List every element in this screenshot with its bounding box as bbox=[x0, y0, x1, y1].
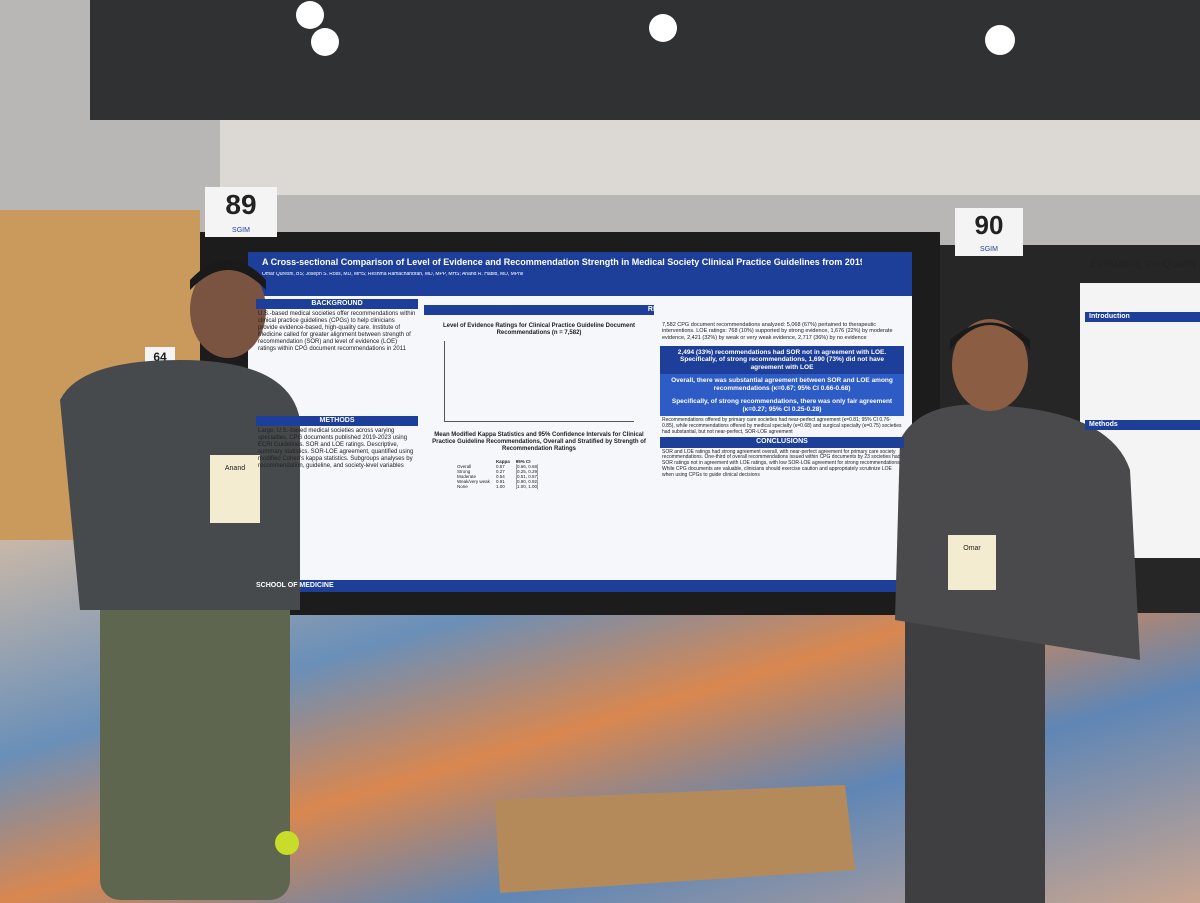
table-cell: Overall bbox=[457, 463, 472, 469]
light bbox=[649, 14, 677, 42]
table-row: Overall 0.67 [0.66, 0.68] bbox=[454, 464, 541, 469]
table-cell: Weak/very weak bbox=[457, 479, 490, 485]
table-cell: [0.51, 0.57] bbox=[515, 474, 539, 480]
table-cell: Strong bbox=[457, 468, 471, 474]
person-legs bbox=[905, 590, 1045, 903]
person-head bbox=[952, 319, 1028, 411]
chart-title: Mean Modified Kappa Statistics and 95% C… bbox=[432, 431, 646, 452]
person-torso bbox=[60, 360, 300, 610]
hair bbox=[950, 322, 1030, 350]
table-cell: 0.91 bbox=[495, 479, 505, 485]
tennis-ball bbox=[275, 831, 299, 855]
kappa-table: Kappa 95% CI Overall 0.67 [0.66, 0.68] Stron… bbox=[454, 459, 541, 490]
poster-authors: Omar Qureshi, BS; Joseph S. Ross, MD, MH… bbox=[262, 272, 524, 277]
right-poster-section: Methods bbox=[1085, 420, 1200, 431]
table-header: 95% CI bbox=[515, 458, 531, 464]
section-text: U.S.-based medical societies offer recom… bbox=[258, 311, 416, 352]
highlight: 2,494 (33%) recommendations had SOR not … bbox=[660, 345, 904, 375]
light bbox=[985, 25, 1015, 55]
hair bbox=[190, 260, 266, 290]
table-cell: Moderate bbox=[457, 474, 477, 480]
section-text: SOR and LOE ratings had strong agreement… bbox=[662, 448, 901, 478]
table-cell: None bbox=[457, 484, 468, 490]
highlight: Overall, there was substantial agreement… bbox=[660, 374, 904, 396]
badge bbox=[948, 535, 996, 590]
results-text: 7,582 CPG document recommendations analy… bbox=[660, 320, 904, 576]
person-torso bbox=[895, 404, 1140, 660]
table-row: None 1.00 [1.00, 1.00] bbox=[454, 484, 541, 489]
sign bbox=[955, 208, 1023, 256]
person-legs bbox=[100, 590, 290, 900]
light bbox=[311, 28, 339, 56]
section-heading: Introduction bbox=[1085, 312, 1200, 323]
badge-name: Anand bbox=[225, 465, 245, 472]
table-header: Kappa bbox=[495, 458, 510, 464]
table-cell: [0.90, 0.92] bbox=[515, 479, 539, 485]
sign-number: 90 bbox=[975, 210, 1004, 240]
table-row: Strong 0.27 [0.25, 0.29] bbox=[454, 469, 541, 474]
ceiling bbox=[90, 0, 1200, 120]
table-cell: 1.00 bbox=[495, 484, 505, 490]
sign-brand: SGIM bbox=[232, 227, 250, 234]
section-text: Recommendations offered by primary care … bbox=[662, 417, 902, 435]
poster-header bbox=[248, 252, 912, 296]
right-poster-title: Evaluating the Quality of bbox=[1090, 258, 1200, 270]
table-row: Weak/very weak 0.91 [0.90, 0.92] bbox=[454, 479, 541, 484]
sign-number: 89 bbox=[225, 189, 256, 220]
section-heading: Methods bbox=[1085, 420, 1200, 431]
methods-section: METHODS Large, U.S.-based medical societ… bbox=[256, 416, 418, 576]
background-section: BACKGROUND U.S.-based medical societies … bbox=[256, 299, 418, 409]
poster-title: A Cross-sectional Comparison of Level of… bbox=[262, 257, 862, 267]
poster-footer bbox=[248, 580, 912, 592]
badge bbox=[210, 455, 260, 523]
section-text: 7,582 CPG document recommendations analy… bbox=[662, 322, 893, 341]
section-heading: BACKGROUND bbox=[256, 299, 418, 310]
table-cell: [0.25, 0.29] bbox=[515, 468, 539, 474]
badge-name: Omar bbox=[963, 545, 981, 552]
sign bbox=[205, 187, 277, 237]
results-charts: RESULTS Level of Evidence Ratings for Cl… bbox=[424, 305, 654, 577]
chart-placeholder bbox=[444, 340, 634, 422]
sign-brand: SGIM bbox=[980, 246, 998, 253]
table-cell: 0.67 bbox=[495, 463, 505, 469]
table-cell: [0.66, 0.68] bbox=[515, 463, 539, 469]
section-text: Large, U.S.-based medical societies acro… bbox=[258, 428, 414, 469]
light bbox=[296, 1, 324, 29]
table-row: Moderate 0.54 [0.51, 0.57] bbox=[454, 474, 541, 479]
section-heading: METHODS bbox=[256, 416, 418, 427]
poster-footer-text: SCHOOL OF MEDICINE bbox=[256, 582, 334, 589]
table-cell: 0.54 bbox=[495, 474, 505, 480]
section-heading: RESULTS bbox=[424, 305, 654, 316]
table-cell: [1.00, 1.00] bbox=[515, 484, 539, 490]
chart-title: Level of Evidence Ratings for Clinical P… bbox=[442, 323, 636, 336]
cardboard-box bbox=[495, 785, 855, 893]
ceiling-beam bbox=[220, 120, 1200, 195]
person-head bbox=[190, 262, 266, 358]
highlight: Specifically, of strong recommendations,… bbox=[660, 395, 904, 417]
section-heading: CONCLUSIONS bbox=[660, 437, 904, 448]
table-cell: 0.27 bbox=[495, 468, 505, 474]
right-poster-section: Introduction bbox=[1085, 312, 1200, 323]
